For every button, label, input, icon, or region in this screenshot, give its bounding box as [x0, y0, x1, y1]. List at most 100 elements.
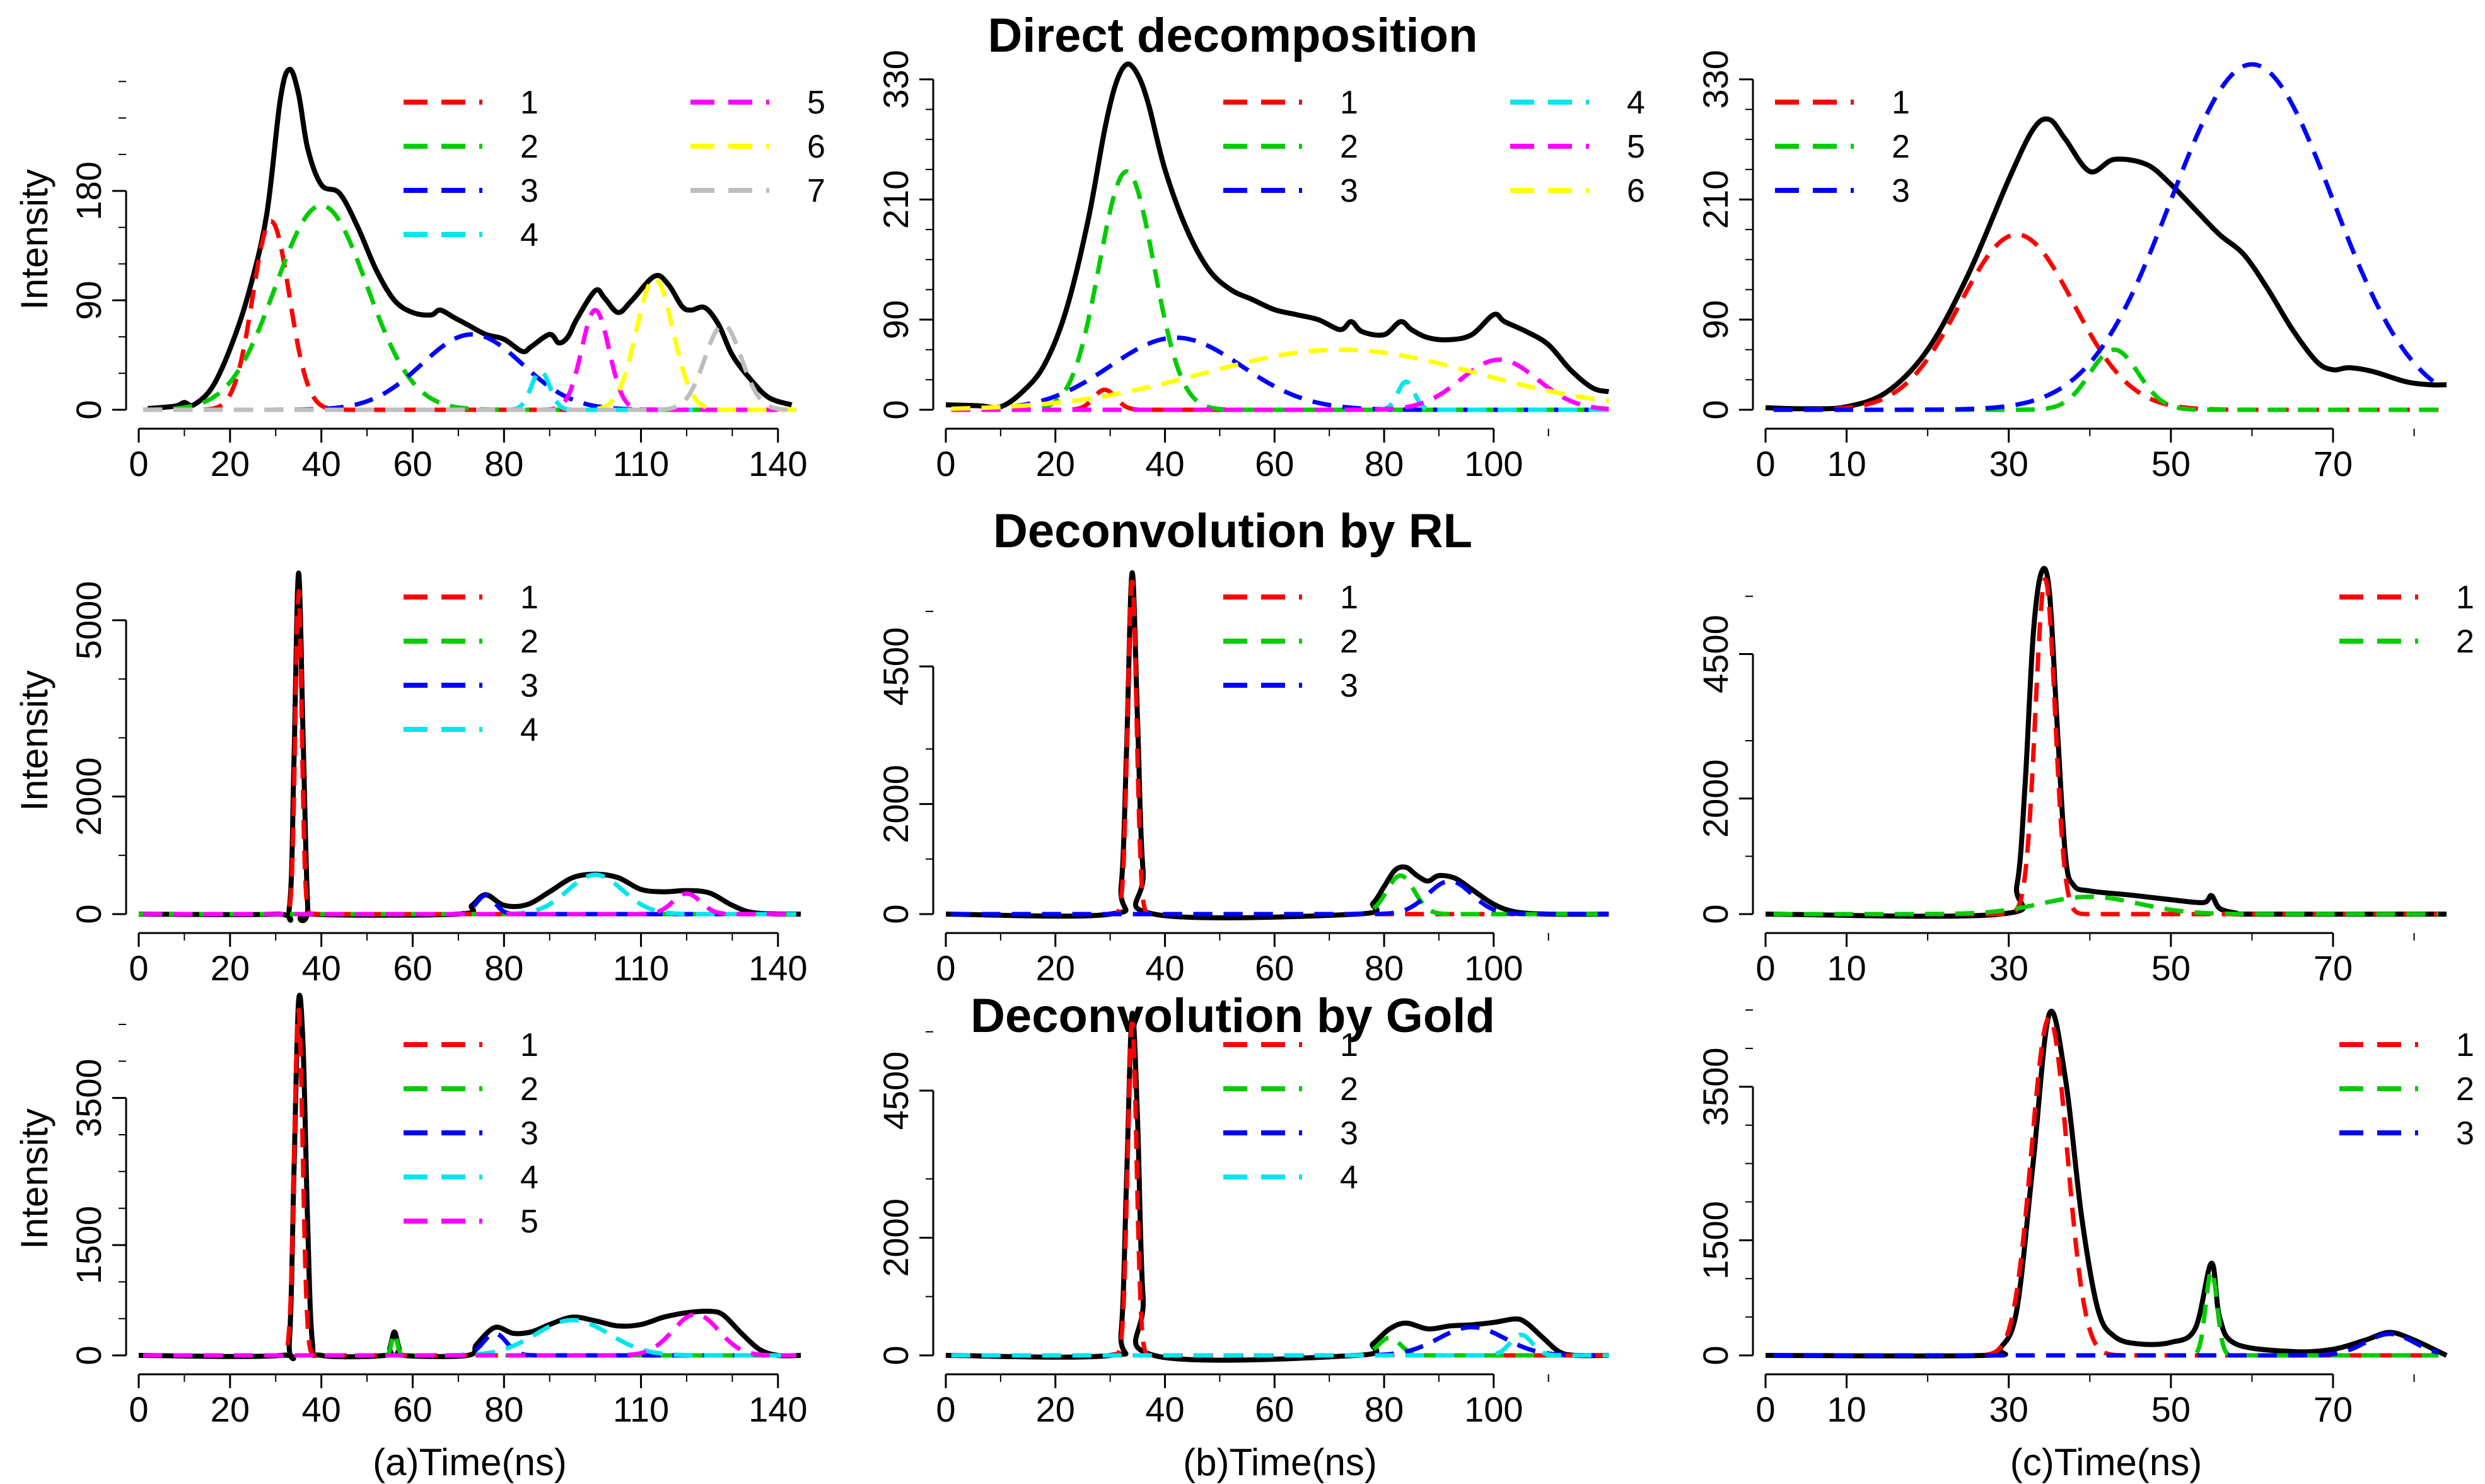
x-tick-label: 0: [936, 1389, 955, 1429]
y-tick-label: 4500: [876, 627, 916, 706]
x-tick-label: 70: [2313, 1389, 2353, 1429]
legend-label-5: 5: [807, 84, 825, 121]
y-tick-label: 3500: [69, 1058, 108, 1137]
y-tick-label: 210: [1696, 170, 1735, 229]
legend-label-5: 5: [520, 1203, 538, 1240]
legend-label-3: 3: [1340, 668, 1358, 704]
panel-0-2: 0 10 30 50 70 0 90 210 330 1 2 3: [1696, 50, 2447, 484]
legend-label-1: 1: [520, 84, 538, 121]
panel-1-0: 0 20 40 60 80 110 140 0 2000 5000 Intensity 1 2 3 4: [13, 571, 808, 988]
x-tick-label: 70: [2313, 444, 2353, 484]
x-tick-label: 50: [2151, 1389, 2191, 1429]
y-tick-label: 1500: [1696, 1201, 1735, 1280]
x-tick-label: 10: [1827, 444, 1866, 484]
x-tick-label: 60: [1255, 444, 1294, 484]
x-tick-label: 100: [1464, 1389, 1523, 1429]
panel-2-1: 0 20 40 60 80 100 0 2000 4500 (b)Time(ns) 1 2 3 4: [876, 1011, 1610, 1483]
x-tick-label: 110: [613, 444, 669, 484]
legend-label-1: 1: [520, 579, 538, 616]
legend-label-2: 2: [1340, 129, 1358, 165]
legend-label-1: 1: [1340, 1027, 1358, 1064]
legend-label-6: 6: [807, 129, 825, 165]
legend-label-3: 3: [2456, 1115, 2474, 1152]
x-tick-label: 30: [1989, 444, 2028, 484]
legend-label-3: 3: [1892, 173, 1910, 209]
series-line-extra: [142, 891, 798, 917]
y-tick-label: 90: [69, 281, 108, 320]
x-tick-label: 60: [1255, 1389, 1294, 1429]
x-tick-label: 80: [484, 948, 523, 988]
series-line-6: [950, 347, 1610, 411]
x-tick-label: 20: [211, 444, 250, 484]
series-line-5: [142, 1312, 798, 1358]
legend-label-7: 7: [807, 173, 825, 209]
y-tick-label: 0: [69, 904, 108, 924]
series-line-4: [950, 1332, 1610, 1358]
x-tick-label: 100: [1464, 948, 1523, 988]
panel-2-0: 0 20 40 60 80 110 140 0 1500 3500 Intensity (a)Time…: [13, 992, 808, 1483]
legend-label-2: 2: [1892, 129, 1910, 165]
y-tick-label: 0: [69, 400, 108, 419]
series-line-total: [148, 67, 793, 412]
x-tick-label: 0: [936, 948, 955, 988]
legend: 1 2 3 4: [1223, 1027, 1358, 1196]
panel-1-1: 0 20 40 60 80 100 0 2000 4500 1 2 3: [876, 570, 1610, 988]
legend: 12: [2339, 579, 2474, 660]
legend: 1 2 3: [2339, 1027, 2474, 1152]
series-line-2: [950, 169, 1610, 412]
x-tick-label: 40: [302, 948, 341, 988]
x-tick-label: 80: [484, 1389, 523, 1429]
y-tick-label: 0: [876, 400, 916, 419]
y-tick-label: 0: [876, 904, 916, 924]
legend-label-6: 6: [1627, 173, 1645, 209]
series-line-2: [142, 203, 798, 412]
x-axis-label: (a)Time(ns): [373, 1441, 567, 1483]
y-axis-label: Intensity: [13, 1108, 55, 1249]
y-tick-label: 0: [1696, 1345, 1735, 1365]
series-line-3: [1772, 1331, 2440, 1358]
legend-label-3: 3: [1340, 173, 1358, 209]
x-tick-label: 30: [1989, 1389, 2028, 1429]
series-line-total: [1765, 1009, 2448, 1359]
x-tick-label: 110: [613, 1389, 669, 1429]
legend: 1 2 3 4 5 6: [1223, 84, 1645, 209]
x-tick-label: 80: [484, 444, 523, 484]
x-tick-label: 40: [302, 1389, 341, 1429]
legend-label-2: 2: [1340, 623, 1358, 660]
legend-label-2: 2: [520, 623, 538, 660]
x-tick-label: 0: [129, 948, 148, 988]
x-tick-label: 110: [613, 948, 669, 988]
x-tick-label: 80: [1365, 444, 1404, 484]
x-tick-label: 10: [1827, 1389, 1866, 1429]
x-tick-label: 0: [129, 1389, 148, 1429]
x-tick-label: 20: [211, 1389, 250, 1429]
legend-label-3: 3: [520, 173, 538, 209]
x-axis-label: (c)Time(ns): [2010, 1441, 2202, 1483]
legend-label-1: 1: [1340, 84, 1358, 121]
x-tick-label: 60: [1255, 948, 1294, 988]
panel-0-1: 0 20 40 60 80 100 0 90 210 330 1 2 3 4 5 6: [876, 50, 1645, 484]
y-tick-label: 5000: [69, 581, 108, 660]
series-line-1: [1772, 232, 2440, 412]
legend-label-2: 2: [520, 1071, 538, 1108]
y-tick-label: 90: [876, 300, 916, 339]
series-line-7: [142, 322, 798, 412]
y-tick-label: 2000: [876, 1198, 916, 1277]
y-tick-label: 2000: [1696, 759, 1735, 838]
x-axis-label: (b)Time(ns): [1183, 1441, 1377, 1483]
legend-label-2: 2: [2456, 623, 2474, 660]
series-line-total: [945, 61, 1610, 410]
y-tick-label: 2000: [69, 757, 108, 836]
y-axis-label: Intensity: [13, 670, 55, 811]
y-tick-label: 180: [69, 161, 108, 220]
x-tick-label: 0: [1755, 948, 1775, 988]
row-title-deconvolution-rl: Deconvolution by RL: [993, 504, 1472, 558]
x-tick-label: 60: [393, 1389, 432, 1429]
x-tick-label: 140: [748, 444, 807, 484]
legend: 1 2 3 4: [404, 579, 538, 748]
legend: 1 2 3 4 5 6 7: [404, 84, 825, 253]
y-tick-label: 0: [69, 1345, 108, 1365]
